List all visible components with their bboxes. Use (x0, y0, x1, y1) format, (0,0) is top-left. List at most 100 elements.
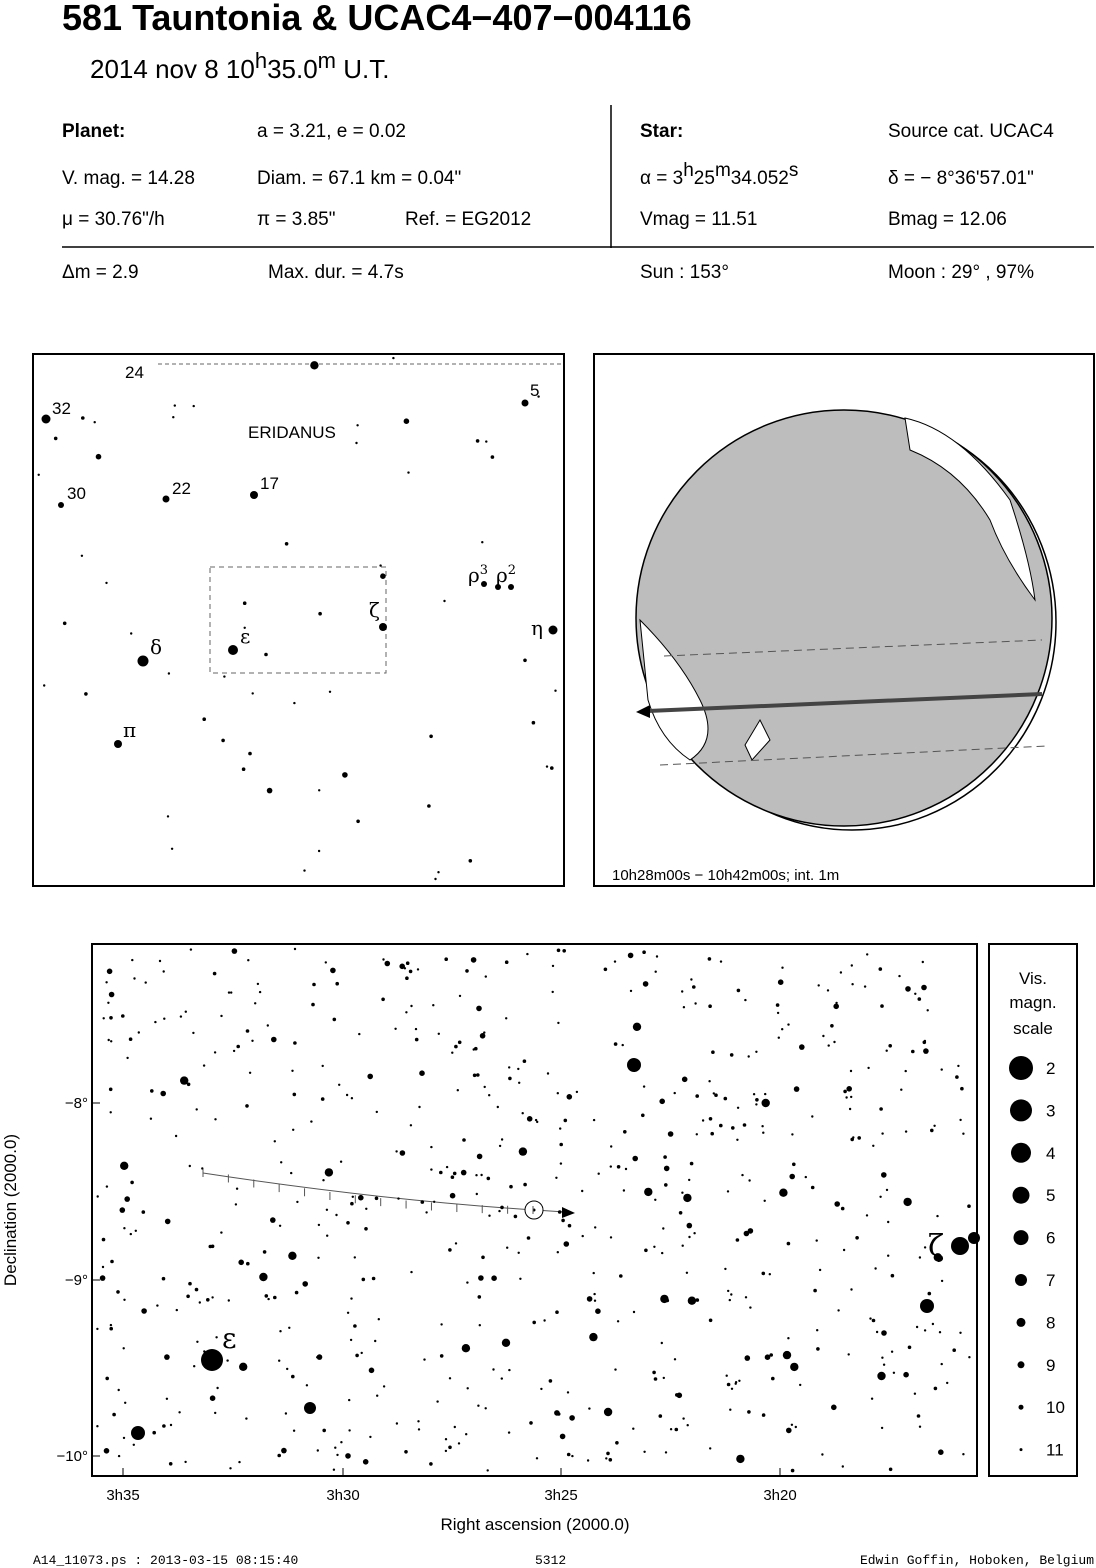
star-label: 5 (530, 381, 539, 400)
star (826, 989, 830, 992)
star (364, 1227, 368, 1231)
star (239, 1362, 248, 1372)
star (358, 1194, 364, 1201)
star (707, 957, 712, 961)
star (659, 1098, 665, 1105)
star (166, 815, 170, 818)
star (900, 1088, 903, 1091)
star (150, 1089, 154, 1093)
star (923, 1039, 927, 1043)
sun: Sun : 153° (640, 262, 729, 283)
star (571, 1454, 574, 1458)
star (481, 541, 484, 544)
star (203, 1350, 206, 1353)
star (345, 1453, 351, 1459)
star (251, 692, 254, 695)
star (360, 1351, 363, 1355)
star (124, 1401, 127, 1405)
star (851, 983, 854, 986)
star (641, 1113, 645, 1118)
star (267, 1297, 270, 1301)
star (425, 1211, 428, 1214)
star (348, 1429, 351, 1432)
star (288, 1326, 291, 1330)
star (791, 1133, 794, 1136)
star (380, 573, 386, 579)
star (211, 1296, 214, 1299)
star (962, 1132, 965, 1135)
star (495, 584, 501, 590)
star (881, 1356, 884, 1359)
star (479, 1033, 486, 1039)
star (779, 1188, 788, 1197)
star (849, 1069, 853, 1073)
star (108, 1087, 113, 1092)
star (444, 1449, 448, 1453)
star (196, 1340, 199, 1344)
maxdur: Max. dur. = 4.7s (268, 262, 404, 283)
star (355, 441, 358, 445)
star (178, 1411, 181, 1414)
star (777, 979, 784, 985)
star (920, 1299, 934, 1313)
star (395, 1150, 398, 1153)
star (340, 1441, 343, 1444)
star (460, 1169, 467, 1176)
star (827, 1044, 830, 1047)
star (198, 1301, 201, 1304)
moon: Moon : 29° , 97% (888, 262, 1034, 283)
x-tick-label: 3h30 (326, 1487, 359, 1504)
date: 2014 nov 8 10h35.0m U.T. (90, 48, 389, 84)
legend-label: 10 (1046, 1398, 1065, 1417)
star (813, 1288, 817, 1293)
star (642, 1085, 646, 1088)
star (768, 1273, 771, 1276)
star (481, 1255, 485, 1260)
star (653, 1245, 656, 1249)
star (429, 1462, 433, 1466)
star (312, 982, 316, 987)
star (662, 1376, 665, 1380)
star (365, 1207, 368, 1211)
star (556, 1092, 559, 1095)
star (556, 948, 561, 953)
star (938, 1331, 942, 1334)
star (215, 1336, 218, 1339)
star (316, 1449, 319, 1452)
star (557, 1021, 560, 1025)
star (311, 1002, 315, 1007)
star (392, 356, 395, 360)
ra-part: s (789, 160, 799, 181)
star (189, 948, 193, 951)
star (399, 1150, 406, 1156)
star (609, 1165, 612, 1168)
star (881, 1330, 887, 1336)
star-label: ζ (369, 598, 380, 622)
y-tick-label: −9° (65, 1272, 88, 1289)
star (184, 1010, 187, 1013)
star (486, 1469, 489, 1472)
star (559, 1162, 563, 1165)
star (526, 952, 529, 956)
arrow (636, 705, 650, 718)
star (892, 1371, 896, 1375)
star (769, 1353, 773, 1357)
star (816, 1329, 819, 1332)
star (747, 1410, 751, 1414)
star (846, 1086, 852, 1092)
star (427, 804, 431, 808)
star (946, 1381, 949, 1385)
star (695, 1133, 698, 1136)
star (192, 404, 195, 408)
star (855, 1236, 859, 1240)
star-label: δ (150, 635, 162, 659)
star (793, 1086, 800, 1092)
star (632, 1155, 638, 1162)
star (193, 1365, 196, 1368)
star (685, 1271, 689, 1275)
footer-author: Edwin Goffin, Hoboken, Belgium (860, 1553, 1094, 1568)
star (478, 1324, 481, 1327)
star (162, 1424, 166, 1428)
star (736, 1138, 739, 1142)
star (279, 1330, 282, 1333)
